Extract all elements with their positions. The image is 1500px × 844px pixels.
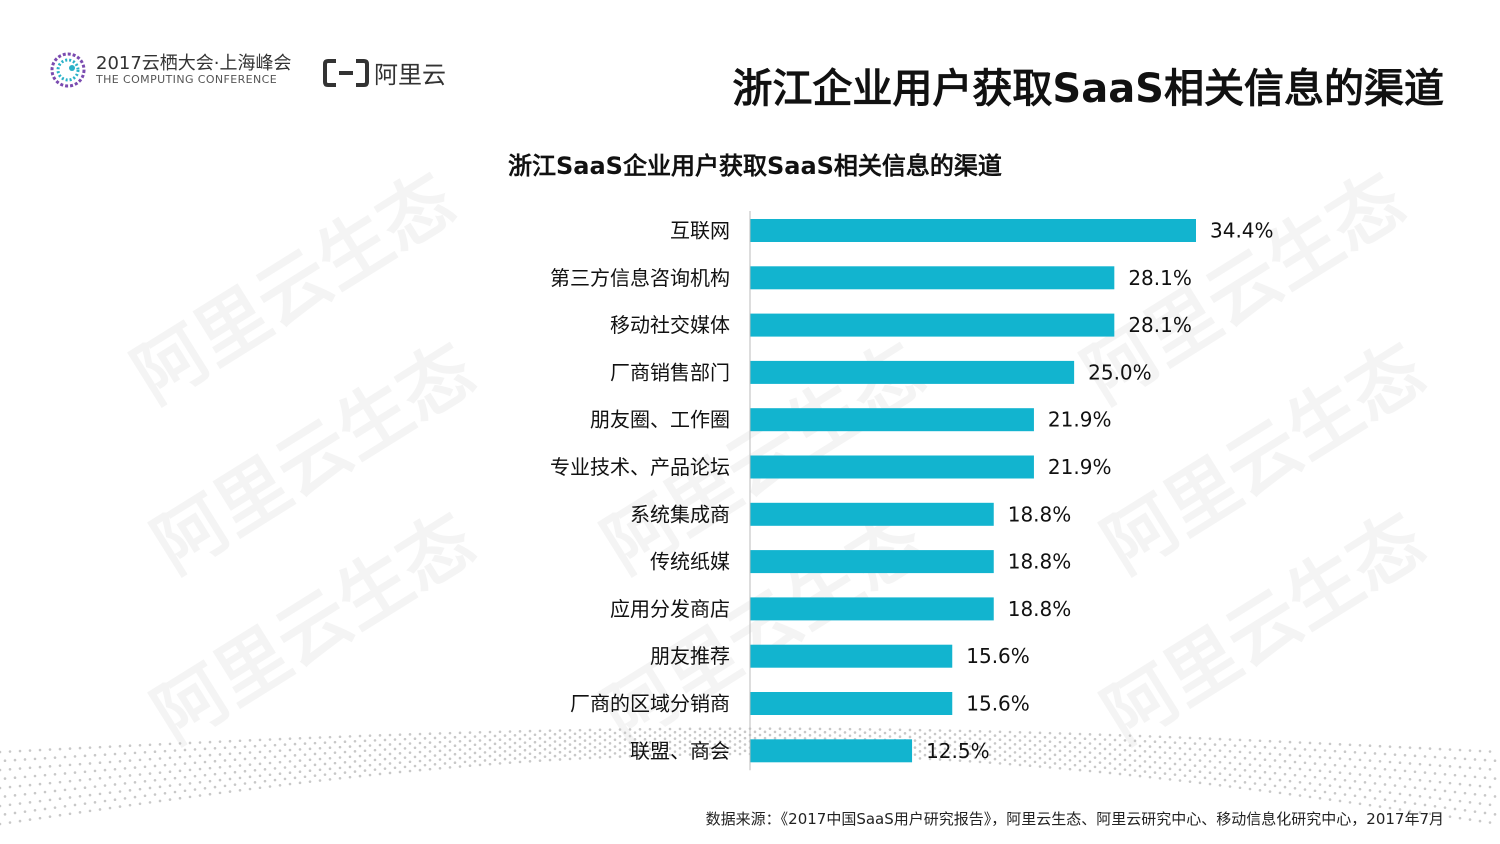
aliyun-logo: 阿里云	[322, 55, 446, 90]
value-label: 18.8%	[1008, 597, 1072, 621]
conference-emblem-icon	[50, 52, 86, 88]
conference-logo: 2017云栖大会·上海峰会 THE COMPUTING CONFERENCE	[48, 50, 292, 90]
value-label: 21.9%	[1048, 408, 1112, 432]
value-label: 28.1%	[1128, 266, 1192, 290]
bar	[750, 455, 1034, 479]
bar	[750, 266, 1115, 290]
category-label: 传统纸媒	[650, 550, 730, 574]
bar	[750, 739, 913, 763]
bar	[750, 692, 953, 715]
page-title: 浙江企业用户获取SaaS相关信息的渠道	[732, 66, 1444, 112]
bar	[750, 408, 1034, 432]
category-label: 应用分发商店	[610, 597, 730, 621]
value-label: 18.8%	[1008, 502, 1072, 526]
value-label: 28.1%	[1128, 313, 1192, 337]
conference-subtitle: THE COMPUTING CONFERENCE	[96, 72, 278, 86]
bar	[750, 550, 994, 574]
value-label: 34.4%	[1210, 219, 1274, 243]
category-label: 联盟、商会	[630, 739, 730, 763]
conference-title: 2017云栖大会·上海峰会	[96, 53, 292, 75]
bar	[750, 502, 994, 526]
chart-title: 浙江SaaS企业用户获取SaaS相关信息的渠道	[508, 152, 1002, 180]
value-label: 18.8%	[1008, 550, 1072, 574]
category-label: 专业技术、产品论坛	[550, 455, 730, 479]
bar	[750, 219, 1196, 242]
bar	[750, 644, 953, 668]
category-label: 厂商销售部门	[610, 360, 730, 384]
value-label: 15.6%	[966, 644, 1030, 668]
value-label: 21.9%	[1048, 455, 1112, 479]
source-note: 数据来源：《2017中国SaaS用户研究报告》，阿里云生态、阿里云研究中心、移动…	[705, 810, 1444, 828]
value-label: 12.5%	[926, 739, 990, 763]
aliyun-bracket-icon	[323, 58, 369, 87]
category-label: 互联网	[670, 219, 730, 243]
bar	[750, 597, 994, 621]
value-label: 25.0%	[1088, 360, 1152, 384]
category-label: 朋友推荐	[650, 644, 730, 668]
category-label: 移动社交媒体	[610, 313, 730, 337]
value-label: 15.6%	[966, 692, 1030, 716]
aliyun-brand-name: 阿里云	[374, 61, 446, 89]
bar	[750, 360, 1075, 384]
category-label: 第三方信息咨询机构	[550, 266, 730, 290]
category-label: 系统集成商	[630, 502, 730, 526]
category-label: 厂商的区域分销商	[570, 692, 730, 716]
category-label: 朋友圈、工作圈	[590, 408, 730, 432]
bar	[750, 313, 1115, 337]
